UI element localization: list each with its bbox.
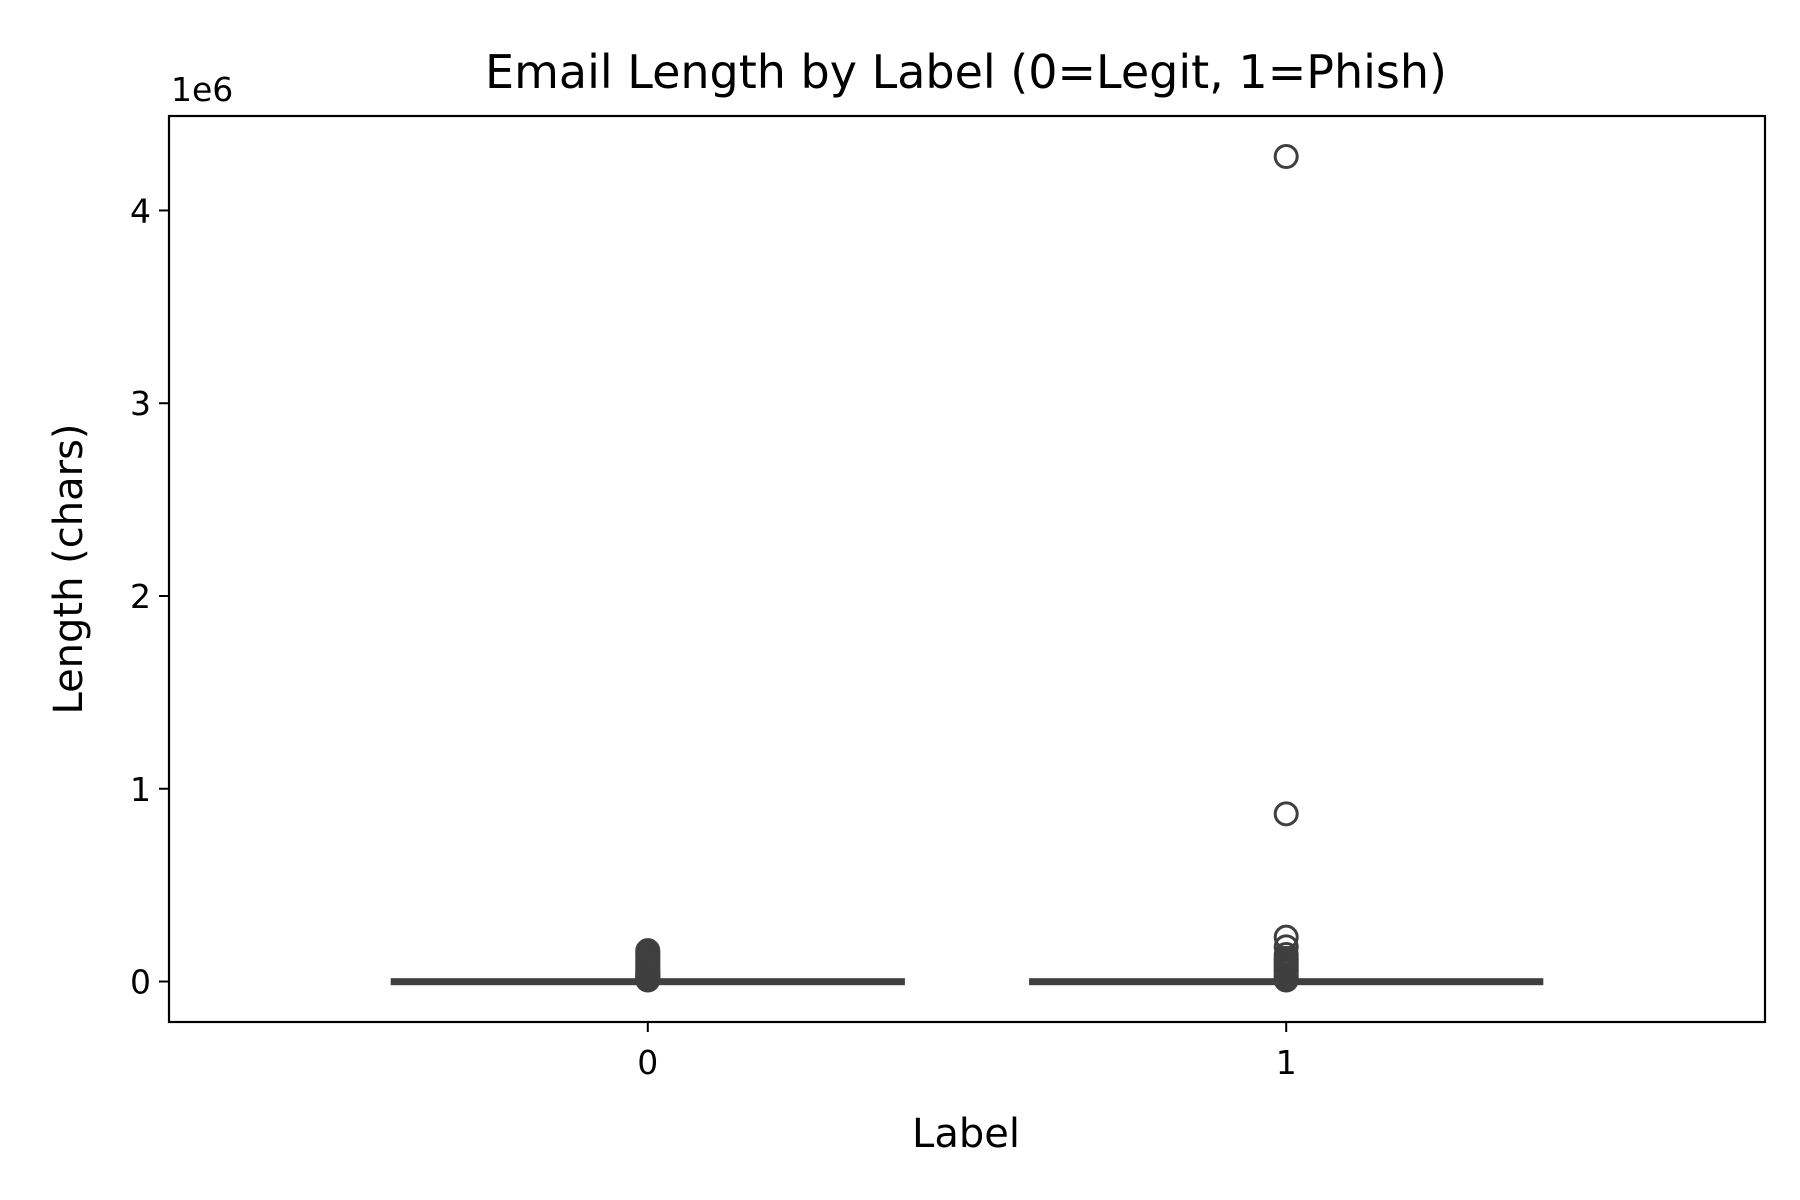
plot-area [390, 143, 1544, 993]
outlier-point [1273, 924, 1299, 950]
outlier-point [1273, 801, 1299, 827]
outlier-point [1273, 143, 1299, 169]
chart-title: Email Length by Label (0=Legit, 1=Phish) [485, 45, 1447, 99]
outlier-point [1273, 942, 1299, 968]
y-axis: 0 1 2 3 4 [130, 191, 169, 1002]
outlier-point [635, 938, 661, 964]
x-tick-label: 0 [637, 1043, 658, 1082]
y-tick-label: 2 [130, 577, 151, 616]
y-tick-label: 1 [130, 770, 151, 809]
y-axis-label: Length (chars) [46, 423, 92, 714]
y-tick-label: 0 [130, 963, 151, 1002]
y-offset-label: 1e6 [171, 70, 233, 109]
box-group-0 [390, 938, 905, 993]
box-group-1 [1029, 143, 1544, 993]
y-tick-label: 4 [130, 191, 151, 230]
outlier-point [1273, 934, 1299, 960]
x-tick-label: 1 [1276, 1043, 1297, 1082]
axes-frame [167, 114, 1767, 1024]
x-axis-label: Label [912, 1111, 1020, 1157]
y-tick-label: 3 [130, 384, 151, 423]
